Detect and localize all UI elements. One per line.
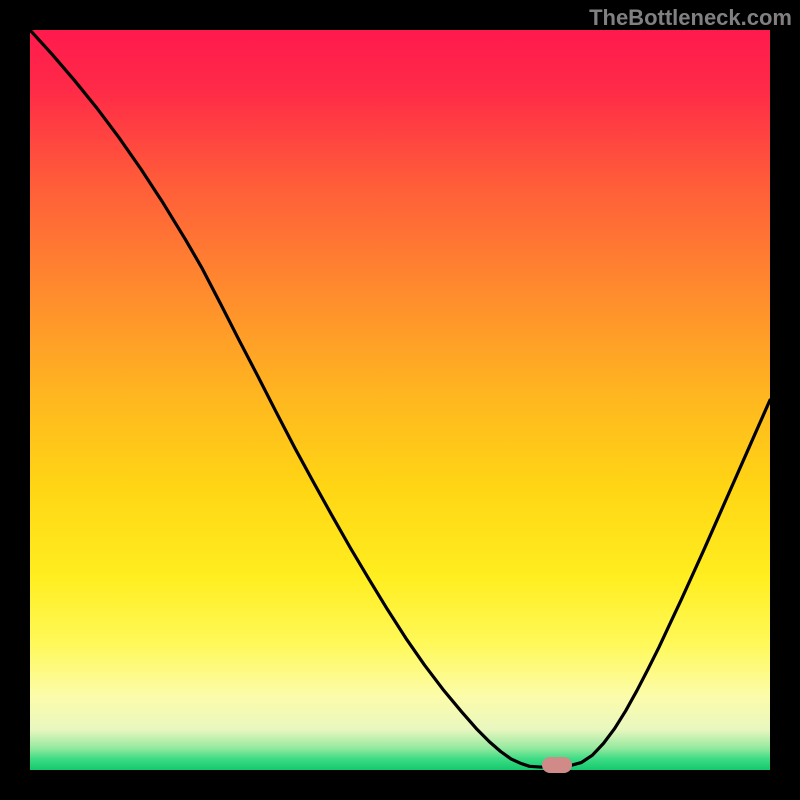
minimum-marker [542, 757, 572, 773]
plot-area [30, 30, 770, 770]
watermark-text: TheBottleneck.com [589, 5, 792, 31]
figure-root: { "watermark": { "text": "TheBottleneck.… [0, 0, 800, 800]
curve-svg [30, 30, 770, 770]
bottleneck-curve [30, 30, 770, 767]
